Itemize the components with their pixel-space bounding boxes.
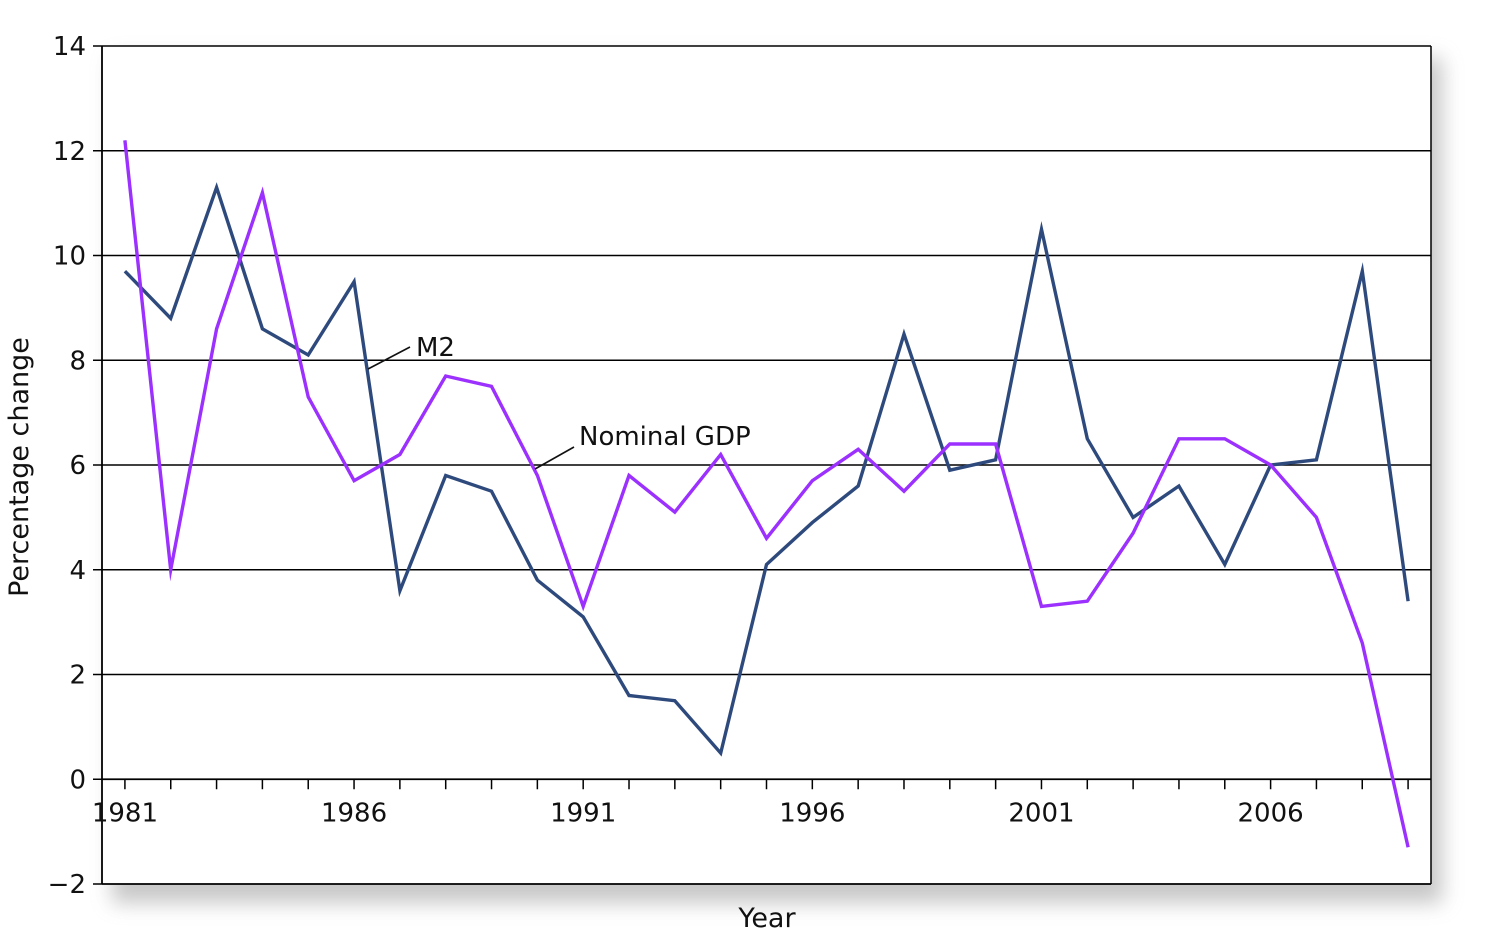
y-tick-labels: 14 12 10 8 6 4 2 0 −2 bbox=[48, 32, 86, 900]
y-tick-label: 10 bbox=[53, 242, 86, 272]
x-tick-label: 1991 bbox=[550, 798, 616, 828]
x-tick-label: 1981 bbox=[92, 798, 158, 828]
series-line-nominal-gdp bbox=[123, 140, 1410, 848]
y-tick-label: 4 bbox=[69, 556, 86, 586]
m2-annotation-leader bbox=[367, 346, 411, 370]
x-tick-label: 1996 bbox=[779, 798, 845, 828]
y-axis-title: Percentage change bbox=[4, 337, 35, 597]
nominal-gdp-annotation-label: Nominal GDP bbox=[579, 422, 751, 452]
y-tick-label: 14 bbox=[53, 32, 86, 62]
x-axis-title: Year bbox=[737, 903, 796, 934]
x-tick-label: 2001 bbox=[1008, 798, 1074, 828]
y-tick-label: 2 bbox=[69, 661, 86, 691]
annotations: M2 Nominal GDP bbox=[367, 333, 751, 470]
y-tick-label: 6 bbox=[69, 451, 86, 481]
axes bbox=[93, 45, 1432, 885]
x-tick-labels: 1981 1986 1991 1996 2001 2006 bbox=[92, 798, 1304, 828]
y-tick-label: 8 bbox=[69, 346, 86, 376]
x-tick-label: 1986 bbox=[321, 798, 387, 828]
y-tick-label: 12 bbox=[53, 137, 86, 167]
nominal-gdp-annotation-leader bbox=[534, 446, 575, 470]
y-tick-label: −2 bbox=[48, 870, 86, 900]
series-line-m2 bbox=[123, 182, 1410, 757]
x-tick-label: 2006 bbox=[1238, 798, 1304, 828]
series-lines bbox=[123, 140, 1410, 848]
m2-annotation-label: M2 bbox=[416, 333, 455, 363]
y-tick-label: 0 bbox=[69, 765, 86, 795]
